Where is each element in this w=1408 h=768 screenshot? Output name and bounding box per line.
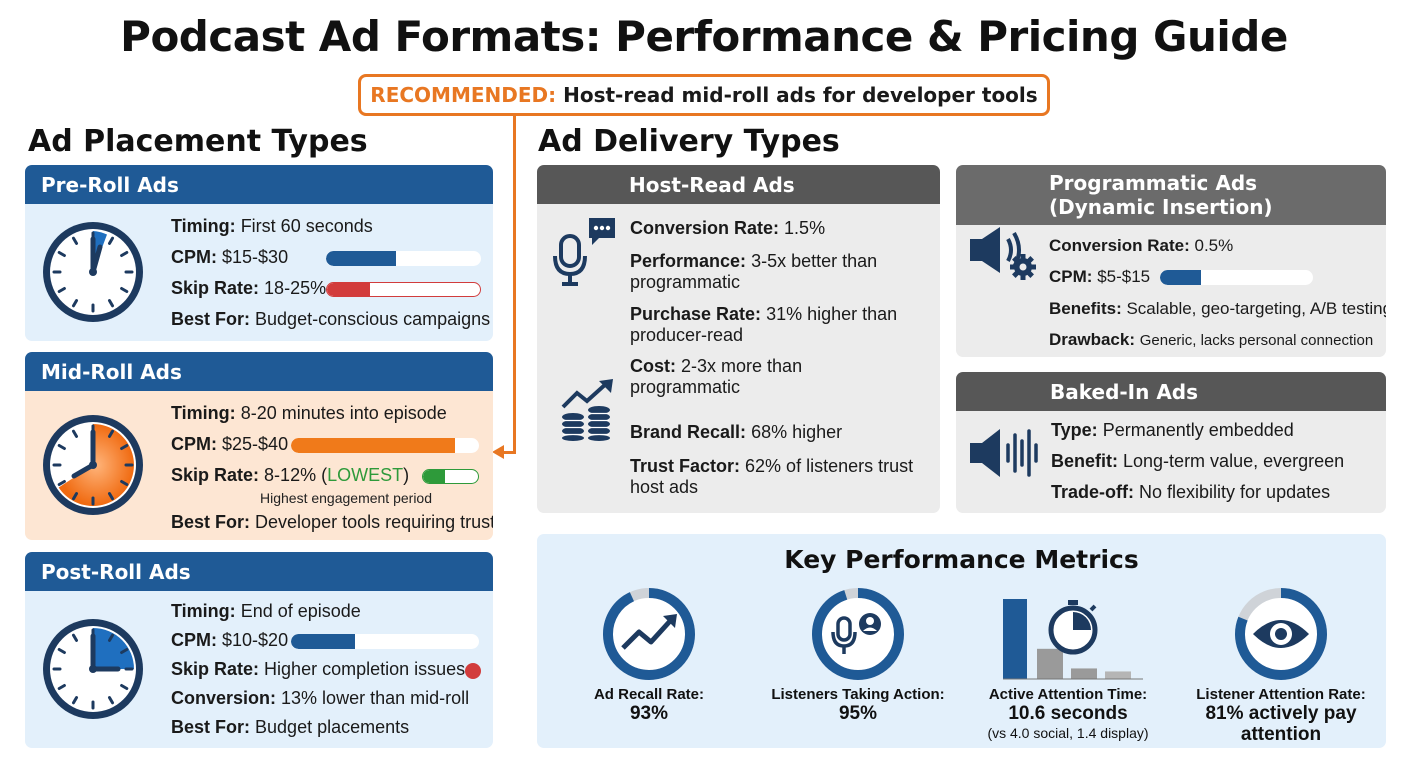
taking-action-ring [812, 588, 904, 680]
attention-time-comparison: (vs 4.0 social, 1.4 display) [987, 725, 1149, 741]
post-roll-card: Post-Roll Ads Timing: End of episode CPM… [25, 552, 493, 748]
recommendation-connector [513, 116, 516, 453]
microphone-chat-icon [553, 218, 615, 286]
programmatic-card: Programmatic Ads (Dynamic Insertion) Con… [956, 165, 1386, 357]
pre-roll-cpm: CPM: $15-$30 [171, 247, 289, 267]
mid-roll-skip-bar [422, 469, 479, 484]
mid-roll-skip-fill [423, 470, 445, 483]
speaker-settings-icon [970, 227, 1036, 280]
attention-bar [1003, 599, 1027, 679]
ad-recall-value: 93% [629, 703, 669, 724]
attention-rate-ring [1235, 588, 1327, 680]
host-read-title: Host-Read Ads [537, 165, 940, 204]
mid-roll-card: Mid-Roll Ads Timing [25, 352, 493, 540]
pre-roll-title: Pre-Roll Ads [25, 165, 493, 204]
baked-in-card: Baked-In Ads Type: Permanently embedded … [956, 372, 1386, 513]
microphone-user-icon [831, 613, 881, 654]
mid-roll-engagement-note: Highest engagement period [260, 490, 433, 506]
attention-bar [1037, 648, 1063, 679]
mid-roll-cpm: CPM: $25-$40 [171, 434, 289, 454]
attention-bar [1071, 668, 1097, 679]
clock-icon [43, 415, 143, 515]
pre-roll-card: Pre-Roll Ads Timing: First 60 seconds CP… [25, 165, 493, 341]
mid-roll-cpm-fill [291, 438, 455, 453]
attention-time-label: Active Attention Time: [988, 686, 1148, 703]
pre-roll-timing: Timing: First 60 seconds [171, 216, 373, 236]
pre-roll-cpm-fill [326, 251, 396, 266]
host-read-performance: Performance: 3-5x better than programmati… [630, 251, 878, 292]
recommendation-text: Host-read mid-roll ads for developer too… [563, 83, 1038, 107]
attention-rate-value: 81% actively pay attention [1205, 703, 1357, 745]
programmatic-conversion: Conversion Rate: 0.5% [1049, 236, 1234, 255]
programmatic-cpm-fill [1160, 270, 1202, 285]
baked-in-title: Baked-In Ads [956, 372, 1386, 411]
speaker-waveform-icon [970, 429, 1038, 477]
page-title: Podcast Ad Formats: Performance & Pricin… [120, 12, 1288, 61]
mid-roll-title: Mid-Roll Ads [25, 352, 493, 391]
metrics-panel: Key Performance Metrics Ad Recall Rate: … [537, 534, 1386, 748]
pre-roll-cpm-bar [326, 251, 481, 266]
attention-time-chart [1003, 599, 1143, 680]
placement-heading: Ad Placement Types [28, 124, 368, 159]
attention-bar [1105, 671, 1131, 679]
post-roll-title: Post-Roll Ads [25, 552, 493, 591]
delivery-heading: Ad Delivery Types [538, 124, 840, 159]
ad-recall-ring [603, 588, 695, 680]
pre-roll-best-for: Best For: Budget-conscious campaigns [171, 309, 491, 329]
attention-rate-label: Listener Attention Rate: [1196, 686, 1366, 703]
recommendation-banner: RECOMMENDED: Host-read mid-roll ads for … [358, 74, 1050, 116]
post-roll-best-for: Best For: Budget placements [171, 717, 410, 737]
post-roll-cpm: CPM: $10-$20 [171, 630, 289, 650]
recommendation-arrow-icon [492, 445, 504, 459]
trend-arrow-icon [621, 614, 677, 650]
attention-time-value: 10.6 seconds [1008, 703, 1128, 724]
post-roll-skip-rate: Skip Rate: Higher completion issues [171, 659, 466, 679]
post-roll-timing: Timing: End of episode [171, 601, 361, 621]
host-read-brand-recall: Brand Recall: 68% higher [630, 422, 843, 442]
pre-roll-skip-fill [327, 283, 370, 296]
ad-recall-label: Ad Recall Rate: [593, 686, 705, 703]
recommendation-connector-horizontal [503, 451, 516, 454]
recommendation-prefix: RECOMMENDED: [370, 83, 557, 107]
host-read-trust-factor: Trust Factor: 62% of listeners trust host… [630, 456, 914, 497]
baked-in-type: Type: Permanently embedded [1051, 420, 1294, 440]
stopwatch-icon [1048, 600, 1098, 655]
pre-roll-skip-bar [326, 282, 481, 297]
programmatic-benefits: Benefits: Scalable, geo-targeting, A/B t… [1049, 299, 1386, 318]
baked-in-tradeoff: Trade-off: No flexibility for updates [1051, 482, 1331, 502]
post-roll-skip-indicator [465, 663, 481, 679]
metrics-title: Key Performance Metrics [784, 545, 1139, 574]
clock-icon [43, 619, 143, 719]
host-read-conversion: Conversion Rate: 1.5% [630, 218, 826, 238]
programmatic-drawback: Drawback: Generic, lacks personal connec… [1049, 330, 1374, 349]
host-read-cost: Cost: 2-3x more than programmatic [630, 356, 803, 397]
pre-roll-skip-rate: Skip Rate: 18-25% [171, 278, 327, 298]
programmatic-title: Programmatic Ads (Dynamic Insertion) [956, 165, 1386, 225]
post-roll-cpm-bar [291, 634, 479, 649]
post-roll-conversion: Conversion: 13% lower than mid-roll [171, 688, 470, 708]
clock-icon [43, 222, 143, 322]
mid-roll-skip-rate: Skip Rate: 8-12% (LOWEST) [171, 465, 410, 485]
programmatic-cpm: CPM: $5-$15 [1049, 267, 1151, 286]
mid-roll-best-for: Best For: Developer tools requiring trus… [171, 512, 493, 532]
host-read-purchase-rate: Purchase Rate: 31% higher than producer-r… [630, 304, 898, 345]
mid-roll-cpm-bar [291, 438, 479, 453]
taking-action-label: Listeners Taking Action: [771, 686, 945, 703]
baked-in-benefit: Benefit: Long-term value, evergreen [1051, 451, 1345, 471]
eye-icon [1253, 620, 1309, 648]
host-read-card: Host-Read Ads Conversion Rate: 1.5% Perf… [537, 165, 940, 513]
programmatic-cpm-bar [1160, 270, 1313, 285]
taking-action-value: 95% [838, 703, 878, 724]
post-roll-cpm-fill [291, 634, 355, 649]
mid-roll-timing: Timing: 8-20 minutes into episode [171, 403, 447, 423]
growth-coins-icon [561, 379, 613, 441]
